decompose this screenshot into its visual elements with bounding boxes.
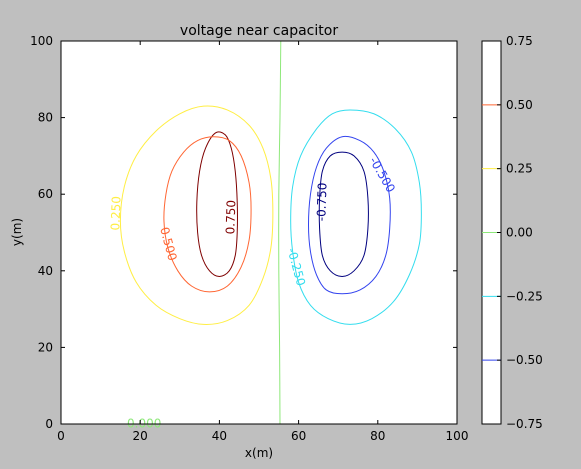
contour-label: 0.750 [223,200,238,235]
colorbar-tick-label: 0.25 [506,162,533,176]
colorbar-tick-label: 0.50 [506,98,533,112]
contour-line [119,105,274,325]
x-tick-label: 80 [370,429,385,443]
x-axis-label: x(m) [245,446,273,460]
plot-background [61,41,457,424]
contour-line [290,109,422,325]
x-tick-label: 60 [291,429,306,443]
colorbar-ticks: 0.75 0.50 0.25 0.00 −0.25 −0.50 −0.75 [497,34,543,431]
contour-label: -0.750 [314,182,329,221]
contour-line [163,136,252,293]
x-tick-label: 100 [446,429,469,443]
x-tick-label: 0 [57,429,65,443]
y-tick-label: 80 [38,111,53,125]
colorbar: 0.75 0.50 0.25 0.00 −0.25 −0.50 −0.75 [481,34,543,431]
colorbar-tick-label: −0.75 [506,417,543,431]
y-tick-label: 40 [38,264,53,278]
colorbar-tick-label: −0.50 [506,353,543,367]
y-tick-label: 20 [38,340,53,354]
colorbar-tick-label: 0.00 [506,226,533,240]
x-tick-label: 40 [212,429,227,443]
y-tick-label: 0 [45,417,53,431]
colorbar-tick-label: 0.75 [506,34,533,48]
x-axis-ticks: 0 20 40 60 80 100 [57,41,468,443]
contour-line [278,40,282,425]
colorbar-tick-label: −0.25 [506,289,543,303]
y-tick-label: 100 [30,34,53,48]
y-axis-label: y(m) [10,218,24,246]
y-tick-label: 60 [38,187,53,201]
y-axis-ticks: 0 20 40 60 80 100 [30,34,457,431]
contour-line [307,135,391,295]
contour-line [318,151,369,278]
chart-title: voltage near capacitor [180,23,338,39]
x-tick-label: 20 [133,429,148,443]
contour-lines [119,40,422,425]
plot-frame [60,40,458,425]
contour-line [196,131,238,278]
contour-label: 0.250 [108,196,123,231]
